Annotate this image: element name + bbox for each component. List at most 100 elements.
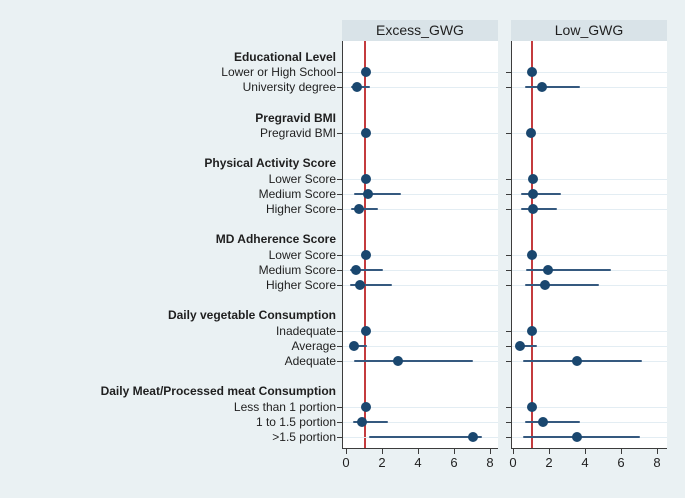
x-axis-tick-label: 6 [450, 455, 458, 470]
row-label: Lower Score [268, 247, 336, 262]
group-header-label: MD Adherence Score [215, 232, 336, 247]
y-axis-tick [506, 406, 511, 408]
x-axis-tick-label: 2 [545, 455, 553, 470]
row-gridline [343, 72, 498, 74]
point-estimate-dot [351, 82, 362, 93]
row-gridline [343, 209, 498, 210]
point-estimate-dot [357, 416, 368, 427]
point-estimate-dot [362, 188, 373, 199]
plot-area-low-gwg [511, 41, 667, 449]
y-axis-tick [337, 406, 342, 408]
row-gridline [512, 72, 667, 74]
confidence-interval [349, 284, 392, 286]
row-gridline [512, 133, 667, 134]
x-axis-tick-label: 0 [509, 455, 517, 470]
x-axis-tick-label: 2 [378, 455, 386, 470]
point-estimate-dot [354, 280, 365, 290]
point-estimate-dot [526, 128, 537, 138]
point-estimate-dot [515, 340, 526, 351]
confidence-interval [353, 420, 389, 423]
point-estimate-dot [527, 204, 538, 214]
x-axis-tick [382, 449, 383, 454]
point-estimate-dot [527, 401, 537, 412]
confidence-interval [354, 192, 401, 195]
y-axis-tick [337, 133, 342, 134]
confidence-interval [515, 344, 538, 347]
row-gridline [512, 178, 667, 180]
x-axis-tick-label: 4 [414, 455, 422, 470]
group-header-label: Daily Meat/Processed meat Consumption [100, 384, 336, 399]
x-axis-tick-label: 8 [653, 455, 661, 470]
x-axis-tick [454, 449, 455, 454]
row-gridline [512, 421, 667, 423]
point-estimate-dot [393, 356, 404, 366]
point-estimate-dot [572, 432, 582, 442]
panel-header-excess-gwg: Excess_GWG [342, 20, 498, 41]
row-gridline [343, 178, 498, 180]
y-axis-tick [337, 437, 342, 438]
x-axis-tick-label: 0 [342, 455, 350, 470]
row-gridline [343, 269, 498, 271]
point-estimate-dot [527, 249, 537, 260]
y-axis-tick [506, 285, 511, 286]
x-axis-tick [513, 449, 514, 454]
confidence-interval [524, 86, 580, 89]
row-label: Inadequate [275, 323, 336, 338]
row-label: 1 to 1.5 portion [255, 414, 336, 429]
y-axis-tick [506, 437, 511, 438]
y-axis-tick [337, 421, 342, 423]
y-axis-tick [506, 254, 511, 256]
group-header-label: Physical Activity Score [204, 156, 336, 171]
y-axis-tick [506, 87, 511, 89]
row-gridline [512, 345, 667, 347]
reference-line [364, 41, 366, 448]
row-gridline [343, 406, 498, 408]
confidence-interval [525, 268, 612, 271]
confidence-interval [354, 360, 473, 362]
point-estimate-dot [527, 325, 537, 336]
row-gridline [343, 254, 498, 256]
point-estimate-dot [543, 264, 554, 275]
confidence-interval [368, 436, 482, 438]
y-axis-tick [337, 254, 342, 256]
y-axis-tick [506, 361, 511, 362]
point-estimate-dot [537, 416, 548, 427]
row-label: Less than 1 portion [233, 399, 336, 414]
confidence-interval [350, 208, 378, 210]
row-label: University degree [242, 80, 336, 95]
row-gridline [343, 421, 498, 423]
row-gridline [343, 345, 498, 347]
y-axis-tick [337, 72, 342, 74]
y-axis-tick [337, 193, 342, 195]
point-estimate-dot [360, 128, 371, 138]
point-estimate-dot [360, 401, 371, 412]
confidence-interval [521, 192, 561, 195]
y-axis-tick [506, 269, 511, 271]
confidence-interval [524, 284, 600, 286]
row-gridline [512, 193, 667, 195]
confidence-interval [523, 360, 642, 362]
y-axis-tick [337, 330, 342, 332]
x-axis-tick [418, 449, 419, 454]
row-gridline [512, 406, 667, 408]
y-axis-tick [506, 209, 511, 210]
y-axis-tick [506, 330, 511, 332]
x-axis-tick-label: 6 [617, 455, 625, 470]
y-axis-tick [337, 87, 342, 89]
row-gridline [343, 193, 498, 195]
y-axis-tick [506, 193, 511, 195]
point-estimate-dot [536, 82, 547, 93]
row-label: Lower or High School [221, 65, 336, 80]
confidence-interval [524, 420, 580, 423]
point-estimate-dot [353, 204, 364, 214]
row-label: Pregravid BMI [259, 126, 336, 140]
point-estimate-dot [539, 280, 550, 290]
row-label: Higher Score [265, 202, 336, 216]
point-estimate-dot [527, 173, 538, 184]
row-gridline [343, 285, 498, 286]
row-gridline [512, 87, 667, 89]
group-header-label: Pregravid BMI [255, 110, 336, 125]
x-axis-tick [549, 449, 550, 454]
panel-header-low-gwg: Low_GWG [511, 20, 667, 41]
